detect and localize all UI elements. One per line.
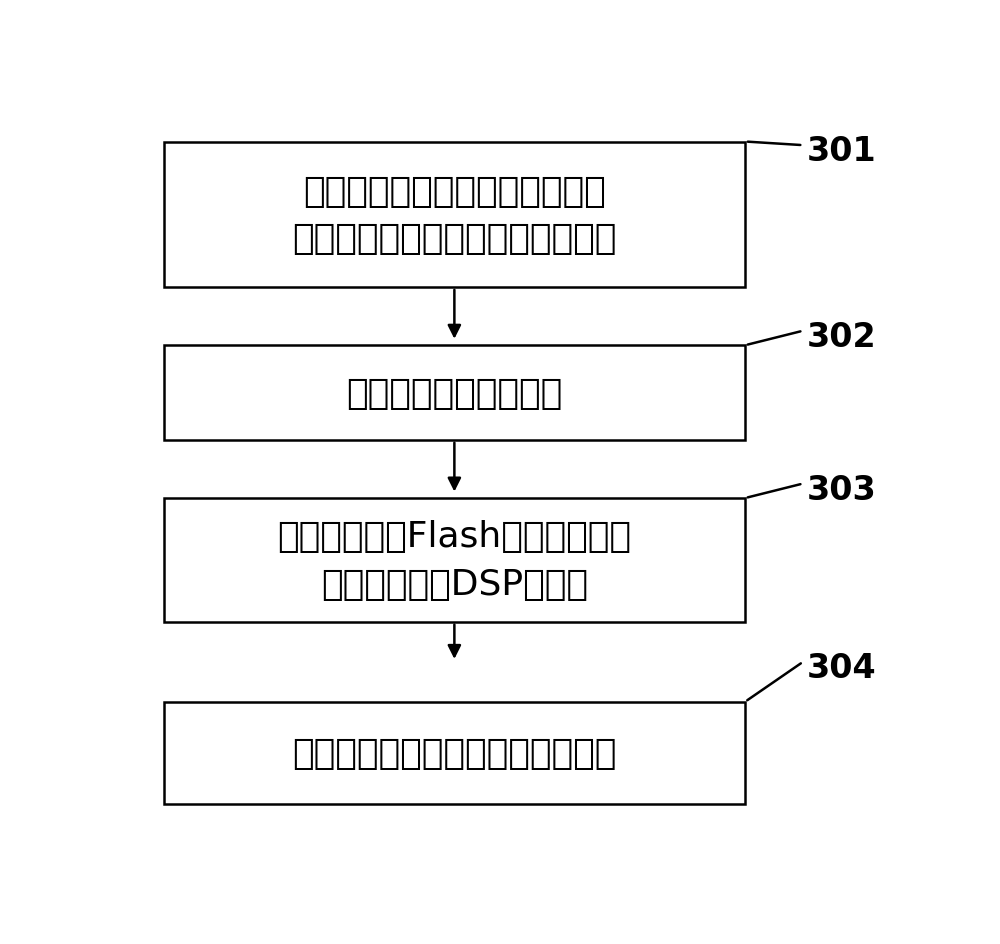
Bar — [164, 346, 745, 440]
Text: 304: 304 — [807, 651, 877, 684]
Bar — [164, 702, 745, 804]
Text: 将查找表写入Flash芯片，每次上
电自动加载到DSP内存。: 将查找表写入Flash芯片，每次上 电自动加载到DSP内存。 — [277, 519, 631, 601]
Bar — [164, 143, 745, 288]
Text: 针对典型样品，测量并记录多组
前沿时间及其对应的脉冲幅度数据: 针对典型样品，测量并记录多组 前沿时间及其对应的脉冲幅度数据 — [292, 175, 617, 256]
Text: 302: 302 — [807, 320, 877, 353]
Text: 301: 301 — [807, 135, 877, 168]
Text: 利用查找表进行幅度时间实时修正: 利用查找表进行幅度时间实时修正 — [292, 736, 617, 770]
Bar — [164, 498, 745, 622]
Text: 数据拟合并形成查找表: 数据拟合并形成查找表 — [346, 376, 562, 410]
Text: 303: 303 — [807, 473, 877, 506]
